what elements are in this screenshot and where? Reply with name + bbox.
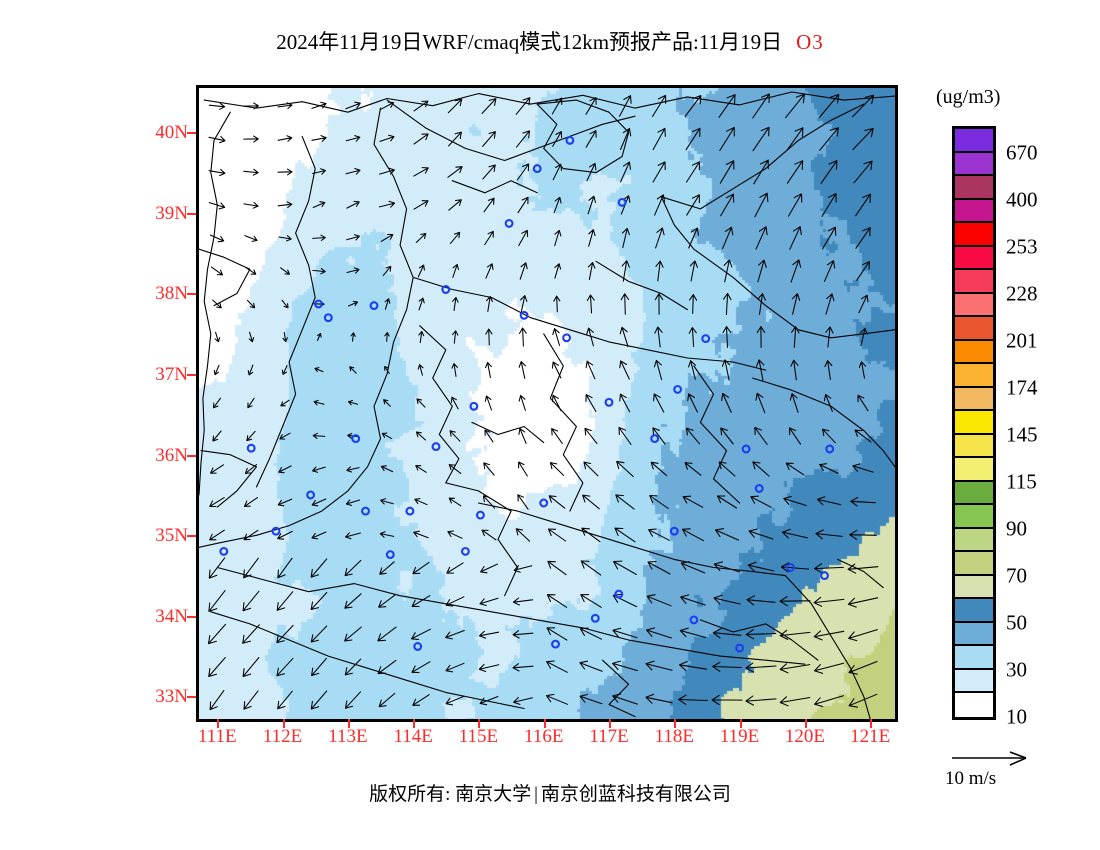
- forecast-map-panel[interactable]: [196, 85, 898, 722]
- colorbar-cell: [955, 317, 993, 341]
- latitude-label-36n: 36N: [155, 444, 188, 466]
- footer-copyright-text: 版权所有: 南京大学: [369, 784, 532, 805]
- longitude-label-119e: 119E: [719, 726, 760, 747]
- longitude-label-117e: 117E: [589, 726, 629, 747]
- colorbar-label-50: 50: [1006, 610, 1027, 635]
- latitude-tick: [187, 374, 196, 377]
- latitude-axis: 40N 39N 38N 37N 36N 35N 34N 33N: [110, 85, 188, 722]
- colorbar-label-30: 30: [1006, 657, 1027, 682]
- colorbar-label-90: 90: [1006, 516, 1027, 541]
- latitude-tick: [187, 454, 196, 457]
- page-title: 2024年11月19日WRF/cmaq模式12km预报产品:11月19日 O3: [0, 26, 1100, 56]
- colorbar-cell: [955, 599, 993, 623]
- colorbar-label-670: 670: [1006, 140, 1038, 165]
- colorbar-cell: [955, 434, 993, 459]
- colorbar-cell: [955, 223, 993, 247]
- colorbar-label-174: 174: [1006, 375, 1038, 400]
- colorbar-cell: [955, 199, 993, 224]
- longitude-label-114e: 114E: [393, 726, 433, 747]
- latitude-label-38n: 38N: [155, 283, 188, 305]
- longitude-label-116e: 116E: [524, 726, 564, 747]
- longitude-label-121e: 121E: [850, 726, 891, 747]
- colorbar-cell: [955, 458, 993, 482]
- colorbar-cell: [955, 481, 993, 506]
- colorbar-cell: [955, 387, 993, 412]
- concentration-field-canvas: [199, 88, 895, 719]
- latitude-tick: [187, 696, 196, 699]
- concentration-colorbar[interactable]: [952, 126, 996, 720]
- colorbar-cell: [955, 552, 993, 576]
- colorbar-cell: [955, 528, 993, 553]
- wind-scale-arrow-icon: [952, 751, 1027, 766]
- colorbar-cell: [955, 293, 993, 318]
- wind-scale-legend: 10 m/s: [944, 748, 1084, 796]
- footer-separator: |: [534, 784, 538, 805]
- longitude-label-113e: 113E: [328, 726, 368, 747]
- colorbar-cell: [955, 575, 993, 600]
- title-species-label: O3: [796, 30, 824, 54]
- latitude-tick: [187, 293, 196, 296]
- longitude-label-120e: 120E: [784, 726, 825, 747]
- colorbar-cell: [955, 152, 993, 177]
- longitude-label-112e: 112E: [262, 726, 303, 747]
- longitude-label-118e: 118E: [654, 726, 695, 747]
- colorbar-cell: [955, 669, 993, 694]
- latitude-tick: [187, 132, 196, 135]
- footer-copyright: 版权所有: 南京大学 | 南京创蓝科技有限公司: [0, 779, 1100, 806]
- colorbar-cell: [955, 246, 993, 271]
- colorbar-unit-label: (ug/m3): [936, 86, 1001, 108]
- colorbar-label-400: 400: [1006, 187, 1038, 212]
- title-main-text: 2024年11月19日WRF/cmaq模式12km预报产品:11月19日: [276, 30, 783, 54]
- latitude-tick: [187, 615, 196, 618]
- colorbar-label-201: 201: [1006, 328, 1038, 353]
- colorbar-cell: [955, 129, 993, 153]
- colorbar-cell: [955, 411, 993, 435]
- colorbar-label-10: 10: [1006, 704, 1027, 729]
- colorbar-cell: [955, 693, 993, 717]
- colorbar-label-253: 253: [1006, 234, 1038, 259]
- colorbar-cell: [955, 505, 993, 529]
- longitude-label-115e: 115E: [458, 726, 499, 747]
- latitude-label-39n: 39N: [155, 202, 188, 224]
- wind-scale-label: 10 m/s: [945, 768, 997, 789]
- colorbar-cell: [955, 646, 993, 670]
- latitude-label-34n: 34N: [155, 605, 188, 627]
- latitude-tick: [187, 535, 196, 538]
- colorbar-cell: [955, 340, 993, 365]
- footer-organization-text: 南京创蓝科技有限公司: [540, 784, 731, 805]
- latitude-label-33n: 33N: [155, 686, 188, 708]
- latitude-tick: [187, 212, 196, 215]
- colorbar-cell: [955, 364, 993, 388]
- colorbar-label-228: 228: [1006, 281, 1038, 306]
- longitude-axis: 111E 112E 113E 114E 115E 116E 117E 118E 119E 120E…: [0, 726, 1100, 754]
- colorbar-label-70: 70: [1006, 563, 1027, 588]
- longitude-label-111e: 111E: [197, 726, 237, 747]
- latitude-label-40n: 40N: [155, 122, 188, 144]
- colorbar-label-115: 115: [1006, 469, 1037, 494]
- colorbar-cell: [955, 622, 993, 647]
- latitude-label-35n: 35N: [155, 525, 188, 547]
- latitude-label-37n: 37N: [155, 364, 188, 386]
- colorbar-cell: [955, 176, 993, 200]
- colorbar-label-145: 145: [1006, 422, 1038, 447]
- colorbar-cell: [955, 270, 993, 294]
